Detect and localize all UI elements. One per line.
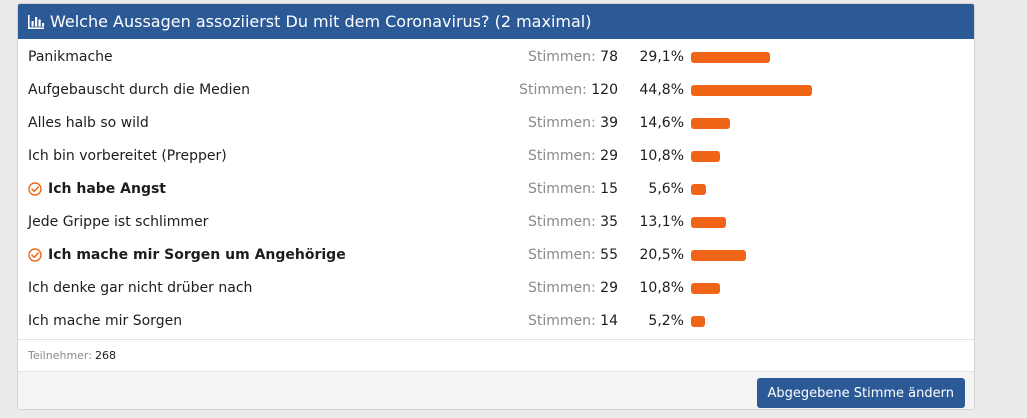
result-bar (691, 316, 705, 327)
poll-option-text: Panikmache (28, 49, 113, 65)
participants-count: 268 (94, 349, 116, 362)
result-bar (691, 283, 720, 294)
result-bar (691, 184, 706, 195)
poll-option-label: Ich mache mir Sorgen (28, 313, 182, 329)
poll-option-votes: Stimmen: 39 (528, 115, 618, 131)
poll-option-votes: Stimmen: 29 (528, 148, 618, 164)
votes-word: Stimmen: (527, 313, 596, 329)
bar-chart-icon (28, 14, 44, 29)
voted-check-icon (28, 248, 42, 262)
votes-count: 15 (600, 181, 618, 197)
poll-option-text: Ich bin vorbereitet (Prepper) (28, 148, 227, 164)
poll-option-label: Aufgebauscht durch die Medien (28, 82, 250, 98)
votes-count: 55 (600, 247, 618, 263)
poll-option-percent: 44,8% (639, 82, 684, 98)
votes-word: Stimmen: (527, 214, 596, 230)
votes-word: Stimmen: (527, 115, 596, 131)
poll-actions: Abgegebene Stimme ändern (18, 371, 974, 409)
participants-label: Teilnehmer: (28, 349, 92, 362)
result-bar (691, 250, 746, 261)
poll-option-percent: 13,1% (639, 214, 684, 230)
poll-option-percent: 10,8% (639, 148, 684, 164)
poll-option-percent: 20,5% (639, 247, 684, 263)
poll-option-row: Ich denke gar nicht drüber nach Stimmen: … (18, 272, 974, 305)
votes-count: 39 (600, 115, 618, 131)
result-bar-track (691, 151, 961, 162)
poll-option-label: Ich habe Angst (28, 181, 166, 197)
votes-word: Stimmen: (527, 247, 596, 263)
result-bar (691, 85, 812, 96)
votes-count: 78 (600, 49, 618, 65)
poll-option-row: Alles halb so wild Stimmen: 39 14,6% (18, 107, 974, 140)
poll-option-row: Aufgebauscht durch die Medien Stimmen: 12… (18, 74, 974, 107)
votes-count: 29 (600, 148, 618, 164)
poll-block: Welche Aussagen assoziierst Du mit dem C… (17, 3, 975, 410)
poll-option-votes: Stimmen: 35 (528, 214, 618, 230)
poll-option-label: Ich denke gar nicht drüber nach (28, 280, 252, 296)
poll-option-label: Panikmache (28, 49, 113, 65)
result-bar (691, 52, 770, 63)
poll-option-percent: 14,6% (639, 115, 684, 131)
poll-option-label: Ich mache mir Sorgen um Angehörige (28, 247, 346, 263)
votes-count: 35 (600, 214, 618, 230)
result-bar-track (691, 316, 961, 327)
poll-option-label: Ich bin vorbereitet (Prepper) (28, 148, 227, 164)
poll-option-percent: 5,6% (648, 181, 684, 197)
votes-word: Stimmen: (527, 181, 596, 197)
votes-count: 29 (600, 280, 618, 296)
poll-header: Welche Aussagen assoziierst Du mit dem C… (18, 4, 974, 39)
poll-option-row: Ich mache mir Sorgen um Angehörige Stimme… (18, 239, 974, 272)
poll-option-text: Ich mache mir Sorgen um Angehörige (48, 247, 346, 263)
result-bar-track (691, 184, 961, 195)
poll-option-text: Alles halb so wild (28, 115, 149, 131)
result-bar (691, 217, 726, 228)
result-bar-track (691, 85, 961, 96)
poll-results: Panikmache Stimmen: 78 29,1% Aufgebauscht d… (18, 39, 974, 338)
votes-word: Stimmen: (527, 280, 596, 296)
result-bar (691, 118, 730, 129)
poll-option-row: Ich mache mir Sorgen Stimmen: 14 5,2% (18, 305, 974, 338)
poll-option-text: Ich habe Angst (48, 181, 167, 197)
votes-word: Stimmen: (527, 148, 596, 164)
poll-option-percent: 29,1% (639, 49, 684, 65)
votes-count: 120 (591, 82, 618, 98)
voted-check-icon (28, 182, 42, 196)
result-bar-track (691, 283, 961, 294)
votes-count: 14 (600, 313, 618, 329)
poll-option-row: Ich habe Angst Stimmen: 15 5,6% (18, 173, 974, 206)
poll-option-votes: Stimmen: 14 (528, 313, 618, 329)
result-bar-track (691, 217, 961, 228)
poll-title: Welche Aussagen assoziierst Du mit dem C… (50, 12, 592, 31)
change-vote-button[interactable]: Abgegebene Stimme ändern (756, 378, 965, 408)
result-bar-track (691, 118, 961, 129)
result-bar (691, 151, 720, 162)
poll-option-text: Aufgebauscht durch die Medien (28, 82, 251, 98)
votes-word: Stimmen: (519, 82, 587, 98)
poll-option-row: Jede Grippe ist schlimmer Stimmen: 35 13,1… (18, 206, 974, 239)
poll-option-percent: 5,2% (648, 313, 684, 329)
poll-option-label: Alles halb so wild (28, 115, 149, 131)
poll-option-label: Jede Grippe ist schlimmer (28, 214, 208, 230)
poll-option-text: Jede Grippe ist schlimmer (28, 214, 209, 230)
poll-option-votes: Stimmen: 55 (528, 247, 618, 263)
poll-option-percent: 10,8% (639, 280, 684, 296)
poll-option-votes: Stimmen: 78 (528, 49, 618, 65)
result-bar-track (691, 250, 961, 261)
participants-info: Teilnehmer: 268 (18, 339, 974, 371)
poll-option-text: Ich mache mir Sorgen (28, 313, 183, 329)
poll-option-row: Ich bin vorbereitet (Prepper) Stimmen: 29… (18, 140, 974, 173)
votes-word: Stimmen: (527, 49, 596, 65)
poll-option-votes: Stimmen: 120 (519, 82, 618, 98)
poll-option-votes: Stimmen: 29 (528, 280, 618, 296)
poll-option-votes: Stimmen: 15 (528, 181, 618, 197)
result-bar-track (691, 52, 961, 63)
poll-option-text: Ich denke gar nicht drüber nach (28, 280, 253, 296)
poll-option-row: Panikmache Stimmen: 78 29,1% (18, 41, 974, 74)
